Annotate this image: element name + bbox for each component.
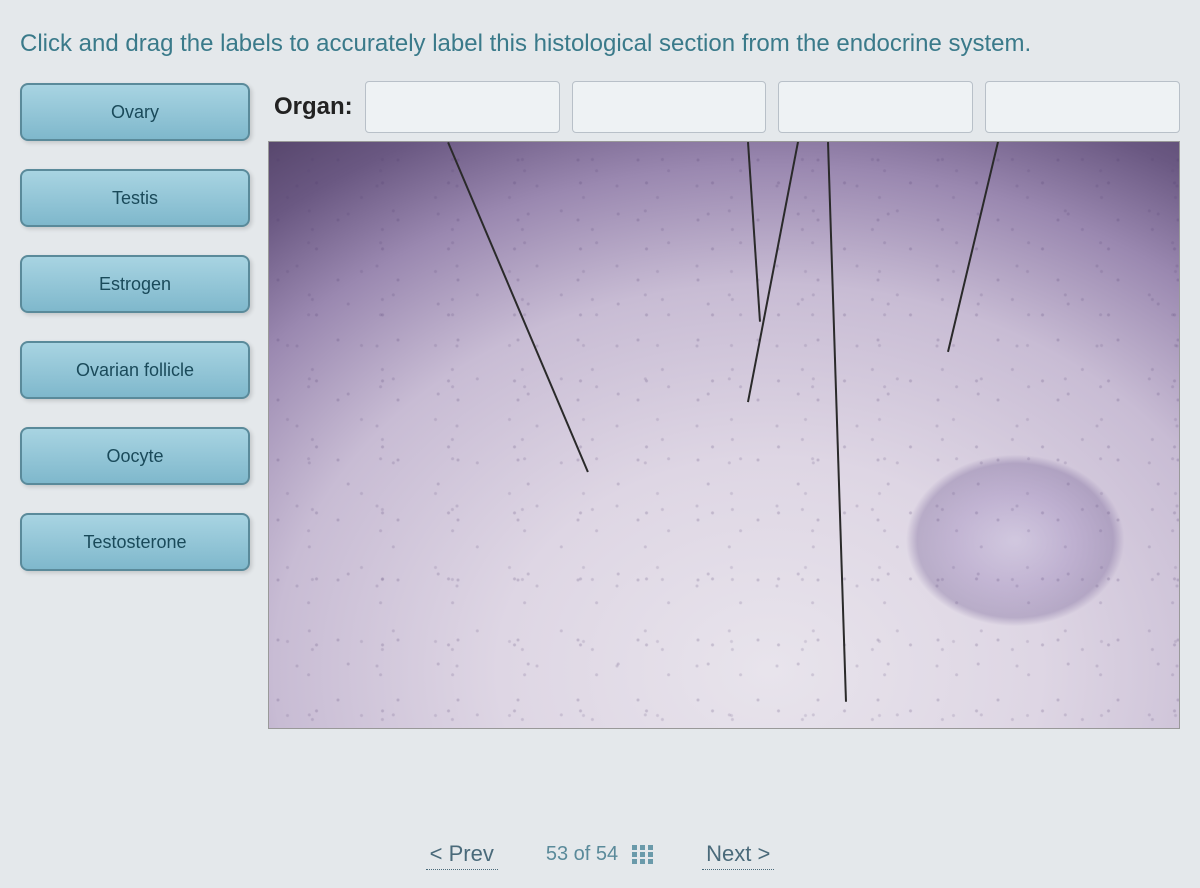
position-sep: of <box>574 843 591 865</box>
work-area: Ovary Testis Estrogen Ovarian follicle O… <box>0 77 1200 757</box>
drag-label-ovary[interactable]: Ovary <box>20 83 250 141</box>
organ-prompt: Organ: <box>268 93 353 121</box>
drag-label-ovarian-follicle[interactable]: Ovarian follicle <box>20 341 250 399</box>
drag-label-testis[interactable]: Testis <box>20 169 250 227</box>
navigation-bar: < Prev 53 of 54 Next > <box>0 839 1200 870</box>
position-current: 53 <box>546 843 568 865</box>
draggable-label-column: Ovary Testis Estrogen Ovarian follicle O… <box>20 77 250 757</box>
drop-zone-organ[interactable] <box>365 81 560 133</box>
tissue-texture <box>269 142 1179 728</box>
drag-label-oocyte[interactable]: Oocyte <box>20 427 250 485</box>
image-area: Organ: <box>268 77 1180 757</box>
grid-icon[interactable] <box>632 845 654 865</box>
drop-zone-4[interactable] <box>985 81 1180 133</box>
drop-zone-2[interactable] <box>572 81 767 133</box>
prev-button[interactable]: < Prev <box>426 839 498 870</box>
next-button[interactable]: Next > <box>702 839 774 870</box>
drop-zone-3[interactable] <box>778 81 973 133</box>
histology-image <box>268 141 1180 729</box>
instruction-text: Click and drag the labels to accurately … <box>0 0 1200 77</box>
next-label: Next <box>706 841 751 866</box>
drop-target-row: Organ: <box>268 77 1180 137</box>
page-position: 53 of 54 <box>546 843 654 866</box>
exercise-page: Click and drag the labels to accurately … <box>0 0 1200 888</box>
position-total: 54 <box>596 843 618 865</box>
prev-label: Prev <box>449 841 494 866</box>
drag-label-estrogen[interactable]: Estrogen <box>20 255 250 313</box>
drag-label-testosterone[interactable]: Testosterone <box>20 513 250 571</box>
